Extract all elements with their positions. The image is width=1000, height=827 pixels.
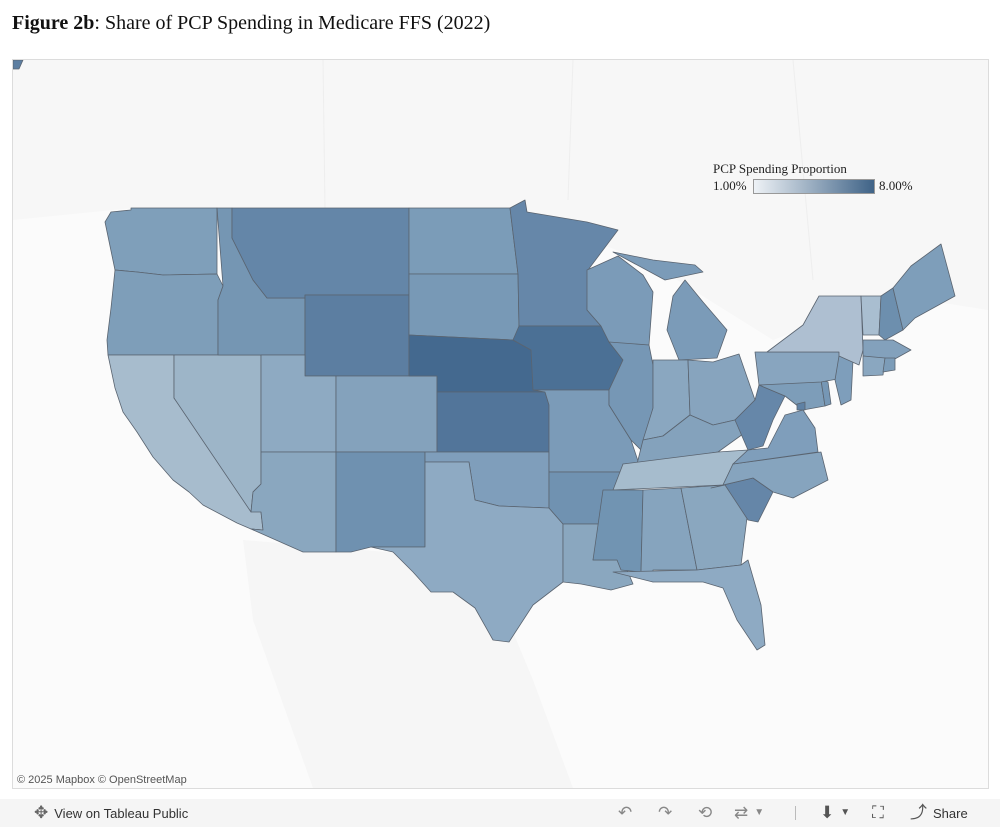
legend-gradient-bar bbox=[753, 179, 875, 194]
state-DC[interactable] bbox=[796, 401, 806, 411]
map-frame[interactable]: PCP Spending Proportion 1.00% 8.00% © 20… bbox=[12, 59, 989, 789]
state-IL[interactable] bbox=[608, 341, 654, 453]
undo-button[interactable]: ↶ bbox=[618, 803, 633, 822]
state-AZ[interactable] bbox=[250, 451, 337, 553]
state-CO[interactable] bbox=[335, 375, 438, 453]
revert-button[interactable]: ⟲ bbox=[698, 803, 713, 822]
redo-button[interactable]: ↷ bbox=[658, 803, 673, 822]
fullscreen-icon: ⛶ bbox=[872, 803, 884, 822]
chevron-down-icon: ▼ bbox=[840, 807, 851, 818]
toolbar-divider bbox=[795, 806, 796, 820]
redo-icon: ↷ bbox=[658, 803, 673, 822]
basemap-border-line bbox=[322, 60, 326, 209]
map-attribution[interactable]: © 2025 Mapbox © OpenStreetMap bbox=[17, 774, 187, 786]
state-SD[interactable] bbox=[408, 273, 520, 341]
states bbox=[13, 60, 956, 651]
basemap-land-canada bbox=[13, 60, 988, 340]
state-NM[interactable] bbox=[335, 451, 426, 553]
view-on-tableau-button[interactable]: ✥ View on Tableau Public bbox=[34, 803, 189, 822]
choropleth-map[interactable] bbox=[13, 60, 988, 788]
state-GA[interactable] bbox=[680, 484, 749, 571]
basemap-border-line bbox=[567, 60, 574, 201]
state-ND[interactable] bbox=[408, 207, 519, 275]
state-WV[interactable] bbox=[734, 384, 786, 451]
state-VA[interactable] bbox=[732, 409, 819, 465]
state-VT[interactable] bbox=[860, 295, 882, 336]
state-NH[interactable] bbox=[878, 287, 904, 341]
chevron-down-icon: ▼ bbox=[754, 807, 765, 818]
state-WA[interactable] bbox=[104, 207, 218, 276]
refresh-icon: ⇄ bbox=[734, 803, 749, 822]
state-MT[interactable] bbox=[231, 207, 410, 299]
tableau-icon: ✥ bbox=[34, 803, 49, 822]
state-ME[interactable] bbox=[892, 243, 956, 331]
figure-title: Figure 2b: Share of PCP Spending in Medi… bbox=[12, 12, 490, 35]
state-KS[interactable] bbox=[436, 391, 550, 453]
state-OR[interactable] bbox=[106, 269, 224, 356]
download-button[interactable]: ⬇ ▼ bbox=[820, 803, 851, 822]
legend-min-label: 1.00% bbox=[713, 178, 747, 193]
figure-label: Figure 2b bbox=[12, 12, 95, 34]
state-RI[interactable] bbox=[882, 357, 896, 373]
view-on-tableau-label: View on Tableau Public bbox=[54, 805, 189, 821]
state-AK[interactable] bbox=[13, 60, 24, 70]
state-MI[interactable] bbox=[612, 251, 728, 361]
state-WY[interactable] bbox=[304, 294, 410, 377]
state-FL[interactable] bbox=[612, 559, 766, 651]
figure-caption: : Share of PCP Spending in Medicare FFS … bbox=[94, 12, 491, 34]
tableau-toolbar: ✥ View on Tableau Public ↶ ↷ ⟲ ⇄ ▼ ⬇ ▼ ⛶ ⤴… bbox=[0, 799, 1000, 827]
share-label: Share bbox=[933, 805, 968, 821]
state-MA[interactable] bbox=[862, 339, 912, 361]
legend-title: PCP Spending Proportion bbox=[713, 161, 847, 176]
state-CT[interactable] bbox=[862, 355, 886, 377]
revert-icon: ⟲ bbox=[698, 803, 713, 822]
state-NJ[interactable] bbox=[834, 355, 854, 406]
share-icon: ⤴ bbox=[910, 803, 927, 822]
undo-icon: ↶ bbox=[618, 803, 633, 822]
basemap-border-line bbox=[792, 60, 814, 281]
fullscreen-button[interactable]: ⛶ bbox=[872, 803, 884, 822]
legend-max-label: 8.00% bbox=[879, 178, 913, 193]
state-PA[interactable] bbox=[754, 351, 844, 386]
download-icon: ⬇ bbox=[820, 803, 835, 822]
share-button[interactable]: ⤴ Share bbox=[910, 803, 968, 822]
state-TX[interactable] bbox=[370, 461, 564, 643]
refresh-button[interactable]: ⇄ ▼ bbox=[734, 803, 765, 822]
